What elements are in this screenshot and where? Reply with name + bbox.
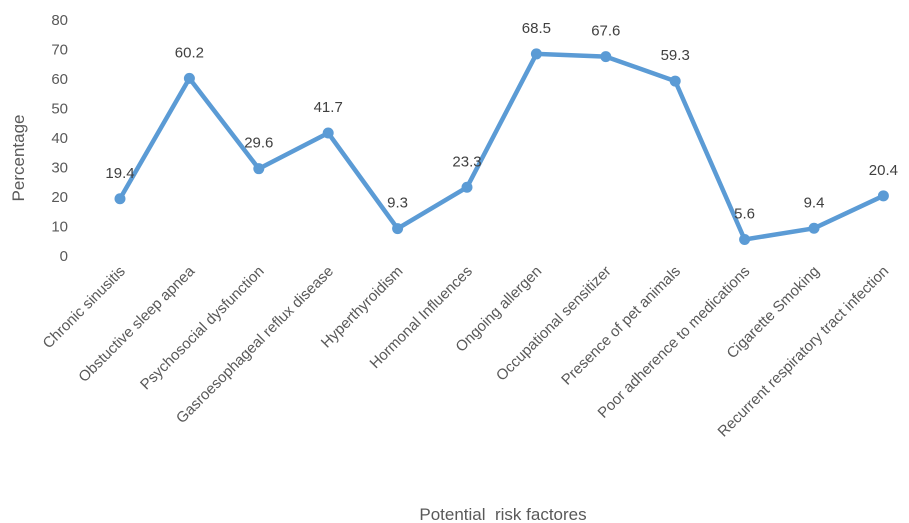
y-axis-title: Percentage [9, 115, 28, 202]
data-label: 67.6 [591, 23, 620, 40]
y-tick-label: 0 [60, 248, 68, 265]
data-point [670, 76, 681, 87]
data-label: 68.5 [522, 20, 551, 37]
data-label: 19.4 [105, 165, 134, 182]
data-label: 20.4 [869, 162, 898, 179]
series-line [120, 54, 883, 240]
data-point [531, 48, 542, 59]
y-tick-label: 70 [51, 42, 68, 59]
data-point [462, 182, 473, 193]
y-tick-label: 80 [51, 12, 68, 29]
data-label: 9.3 [387, 195, 408, 212]
data-label: 23.3 [452, 153, 481, 170]
x-category-label: Obstuctive sleep apnea [75, 262, 198, 385]
data-point [878, 190, 889, 201]
y-tick-label: 20 [51, 189, 68, 206]
data-label: 9.4 [804, 194, 825, 211]
y-tick-label: 60 [51, 71, 68, 88]
data-label: 60.2 [175, 44, 204, 61]
x-category-label: Occupational sensitizer [493, 263, 615, 385]
data-label: 29.6 [244, 135, 273, 152]
data-point [253, 163, 264, 174]
data-point [184, 73, 195, 84]
y-tick-label: 40 [51, 130, 68, 147]
y-axis-ticks: 0 10 20 30 40 50 60 70 80 [51, 12, 68, 265]
data-point [600, 51, 611, 62]
data-label: 41.7 [314, 99, 343, 116]
data-point [739, 234, 750, 245]
y-tick-label: 50 [51, 101, 68, 118]
data-point [323, 127, 334, 138]
data-point [392, 223, 403, 234]
data-point [809, 223, 820, 234]
y-tick-label: 10 [51, 219, 68, 236]
x-category-label: Poor adherence to medications [595, 263, 754, 422]
x-category-label: Presence of pet animals [558, 263, 684, 389]
x-axis-title: Potential risk factores [419, 505, 586, 523]
y-tick-label: 30 [51, 160, 68, 177]
x-category-label: Psychosocial dysfunction [137, 263, 268, 394]
data-point [115, 193, 126, 204]
data-label: 5.6 [734, 205, 755, 222]
data-label: 59.3 [661, 47, 690, 64]
data-points [115, 48, 889, 245]
